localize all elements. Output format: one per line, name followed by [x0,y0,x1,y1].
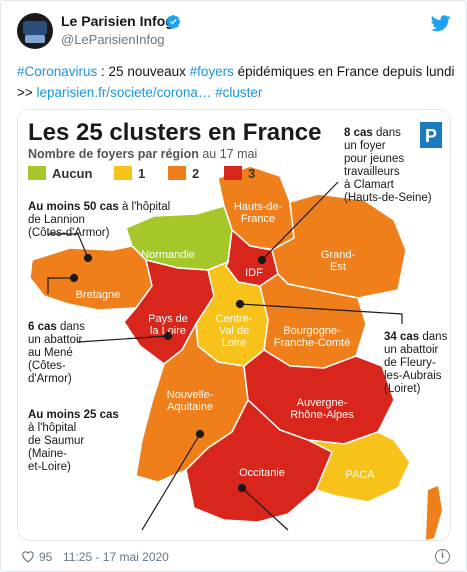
label-bfc: Bourgogne-Franche-Comté [274,325,350,349]
marker-mene [69,273,79,283]
author-avatar[interactable] [17,13,53,49]
marker-fleury [235,299,245,309]
marker-clamart [257,255,267,265]
tweet-footer: 95 11:25 - 17 mai 2020 i [17,547,457,567]
author-name[interactable]: Le Parisien Infog [61,13,174,29]
tweet-link[interactable]: #Coronavirus [17,64,98,79]
logo-letter: P [425,126,437,146]
marker-extra-2 [237,483,247,493]
legend-swatch [224,166,242,180]
annotation-mene: 6 cas dans un abattoir au Mené (Côtes-d'Arm… [28,321,85,385]
map-subtitle: Nombre de foyers par région au 17 mai [28,147,257,161]
label-hdf: Hauts-de-France [234,201,283,225]
map-legend: Aucun 1 2 3 [28,166,255,181]
label-pdl: Pays de la Loire [148,313,188,337]
tweet-text: #Coronavirus : 25 nouveaux #foyers épidé… [17,61,457,103]
legend-label: 2 [192,166,199,181]
avatar-graphic-base [25,35,45,43]
legend-swatch [168,166,186,180]
label-grand-est: Grand-Est [321,249,356,273]
legend-label: Aucun [52,166,93,181]
leader-extra-2 [241,487,289,531]
tweet-link[interactable]: #cluster [215,85,263,100]
author-handle[interactable]: @LeParisienInfog [61,32,165,47]
tweet-text-segment: épidémiques en France depuis lundi >> [17,64,455,100]
annotation-saumur: Au moins 25 cas à l'hôpital de Saumur (Main… [28,409,119,473]
france-clusters-map: Les 25 clusters en France Nombre de foye… [18,110,450,540]
label-ara: Auvergne-Rhône-Alpes [290,397,354,421]
tweet-timestamp[interactable]: 11:25 - 17 mai 2020 [63,550,169,564]
label-normandie: Normandie [141,249,195,261]
legend-swatch [114,166,132,180]
leader-saumur [77,335,169,343]
leader-mene [47,277,74,294]
leader-extra-1 [141,433,201,531]
annotation-lannion: Au moins 50 cas à l'hôpital de Lannion (Cô… [28,201,170,239]
heart-icon[interactable] [21,550,35,563]
tweet-text-segment: : 25 nouveaux [97,64,190,79]
annotation-clamart: 8 cas dans un foyer pour jeunes travailleur… [344,127,432,204]
info-icon[interactable]: i [435,549,450,564]
le-parisien-logo [420,122,442,148]
label-bretagne: Bretagne [76,289,121,301]
label-idf: IDF [245,267,263,279]
tweet-link[interactable]: #foyers [189,64,234,79]
verified-badge-icon [166,14,181,29]
region-corse [426,486,442,540]
marker-extra-1 [195,429,205,439]
tweet-media-map[interactable]: Les 25 clusters en France Nombre de foye… [17,109,451,541]
twitter-bird-icon[interactable] [431,15,451,32]
label-paca: PACA [345,469,375,481]
region-paca [307,431,411,503]
map-title: Les 25 clusters en France [28,119,321,146]
label-na: Nouvelle-Aquitaine [167,389,214,413]
annotation-fleury: 34 cas dans un abattoir de Fleury-les-Aubr… [384,331,448,395]
marker-saumur [163,331,173,341]
leader-fleury [239,303,403,324]
label-occitanie: Occitanie [239,467,285,479]
label-cvl: Centre-Val de Loire [216,313,253,349]
legend-swatch [28,166,46,180]
leader-lannion [48,233,89,259]
avatar-graphic [23,21,47,35]
leader-clamart [261,181,339,261]
region-bourgogne-franche-comte [259,273,367,369]
marker-lannion [83,253,93,263]
legend-label: 1 [138,166,145,181]
legend-label: 3 [248,166,255,181]
tweet-link[interactable]: leparisien.fr/societe/corona… [36,85,212,100]
like-count[interactable]: 95 [39,550,53,564]
